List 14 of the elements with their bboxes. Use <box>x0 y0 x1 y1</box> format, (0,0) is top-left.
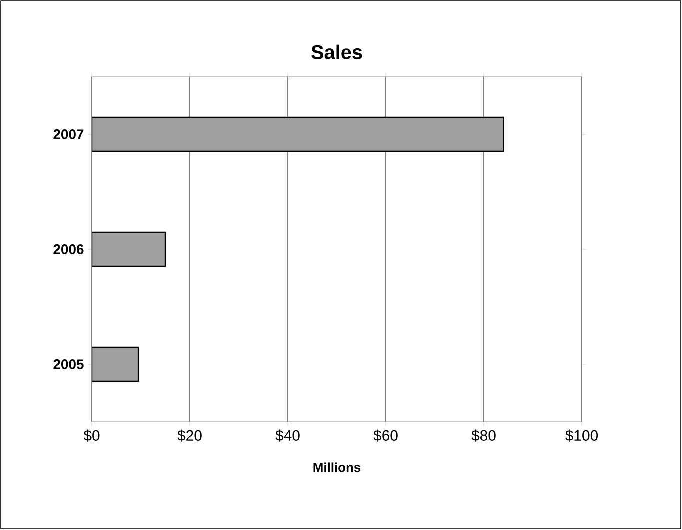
x-tick-label: $40 <box>276 430 300 442</box>
bar <box>92 346 140 382</box>
x-tick-label: $80 <box>472 430 496 442</box>
y-tick-label: 2007 <box>54 130 84 140</box>
x-tick-label: $0 <box>84 430 100 442</box>
y-tick-label: 2006 <box>54 244 84 254</box>
x-tick-label: $100 <box>566 430 598 442</box>
x-tick-label: $60 <box>374 430 398 442</box>
bar <box>92 116 504 152</box>
bar <box>92 232 166 268</box>
x-tick-label: $20 <box>178 430 202 442</box>
x-axis-title: Millions <box>314 462 361 472</box>
y-tick-label: 2005 <box>54 360 84 370</box>
chart-title: Sales <box>312 44 362 60</box>
